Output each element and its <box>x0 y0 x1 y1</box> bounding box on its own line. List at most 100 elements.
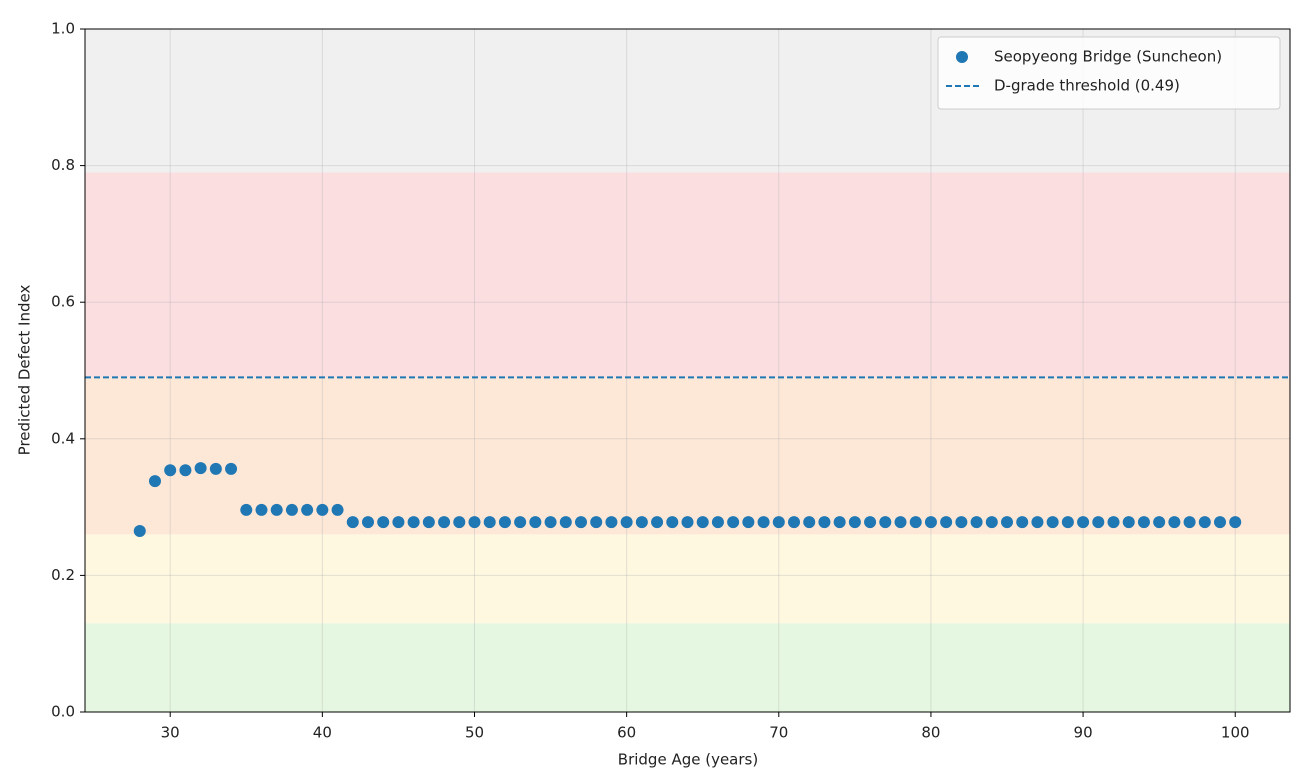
legend-label: Seopyeong Bridge (Suncheon) <box>994 48 1222 66</box>
band <box>85 534 1290 624</box>
x-tick-label: 70 <box>769 724 788 742</box>
point <box>1153 516 1166 529</box>
point <box>148 475 161 488</box>
point <box>620 516 633 529</box>
point <box>164 464 177 477</box>
point <box>179 464 192 477</box>
point <box>194 462 207 475</box>
legend: Seopyeong Bridge (Suncheon) D-grade thres… <box>937 36 1281 110</box>
point <box>1107 516 1120 529</box>
point <box>772 516 785 529</box>
y-tick-label: 1.0 <box>51 20 75 38</box>
legend-marker <box>956 51 968 63</box>
y-tick-label: 0.8 <box>51 156 75 174</box>
y-axis-label: Predicted Defect Index <box>16 285 34 456</box>
point <box>696 516 709 529</box>
point <box>559 516 572 529</box>
point <box>864 516 877 529</box>
x-tick-label: 40 <box>313 724 332 742</box>
point <box>590 516 603 529</box>
plot-frame <box>84 28 1291 713</box>
point <box>346 516 359 529</box>
point <box>833 516 846 529</box>
point <box>1122 516 1135 529</box>
point <box>955 516 968 529</box>
point <box>544 516 557 529</box>
point <box>788 516 801 529</box>
point <box>818 516 831 529</box>
y-tick-label: 0.2 <box>51 566 75 584</box>
point <box>1031 516 1044 529</box>
point <box>666 516 679 529</box>
point <box>240 503 253 516</box>
point <box>970 516 983 529</box>
point <box>529 516 542 529</box>
point <box>1077 516 1090 529</box>
point <box>1016 516 1029 529</box>
point <box>392 516 405 529</box>
point <box>909 516 922 529</box>
point <box>209 462 222 475</box>
point <box>574 516 587 529</box>
point <box>1168 516 1181 529</box>
y-tick-label: 0.4 <box>51 429 75 447</box>
point <box>711 516 724 529</box>
point <box>727 516 740 529</box>
point <box>1061 516 1074 529</box>
point <box>803 516 816 529</box>
legend-label: D-grade threshold (0.49) <box>994 77 1180 95</box>
point <box>742 516 755 529</box>
point <box>1001 516 1014 529</box>
point <box>635 516 648 529</box>
x-tick-label: 50 <box>465 724 484 742</box>
point <box>651 516 664 529</box>
band <box>85 172 1290 378</box>
point <box>468 516 481 529</box>
point <box>301 503 314 516</box>
point <box>1214 516 1227 529</box>
point <box>361 516 374 529</box>
point <box>940 516 953 529</box>
point <box>225 462 238 475</box>
point <box>605 516 618 529</box>
x-tick-label: 90 <box>1074 724 1093 742</box>
point <box>422 516 435 529</box>
y-tick-label: 0.0 <box>51 703 75 721</box>
point <box>1092 516 1105 529</box>
point <box>377 516 390 529</box>
point <box>498 516 511 529</box>
point <box>483 516 496 529</box>
point <box>514 516 527 529</box>
x-tick-label: 60 <box>617 724 636 742</box>
point <box>757 516 770 529</box>
point <box>894 516 907 529</box>
point <box>1198 516 1211 529</box>
point <box>848 516 861 529</box>
band <box>85 623 1290 712</box>
point <box>407 516 420 529</box>
point <box>255 503 268 516</box>
point <box>133 525 146 538</box>
point <box>453 516 466 529</box>
legend-box <box>937 36 1281 110</box>
point <box>438 516 451 529</box>
x-axis-label: Bridge Age (years) <box>618 751 758 769</box>
point <box>1229 516 1242 529</box>
point <box>1137 516 1150 529</box>
point <box>270 503 283 516</box>
point <box>681 516 694 529</box>
point <box>1046 516 1059 529</box>
x-tick-label: 100 <box>1221 724 1250 742</box>
point <box>285 503 298 516</box>
x-tick-label: 30 <box>161 724 180 742</box>
point <box>316 503 329 516</box>
y-tick-label: 0.6 <box>51 293 75 311</box>
point <box>331 503 344 516</box>
point <box>879 516 892 529</box>
point <box>985 516 998 529</box>
band <box>85 377 1290 535</box>
point <box>1183 516 1196 529</box>
point <box>924 516 937 529</box>
x-tick-label: 80 <box>921 724 940 742</box>
